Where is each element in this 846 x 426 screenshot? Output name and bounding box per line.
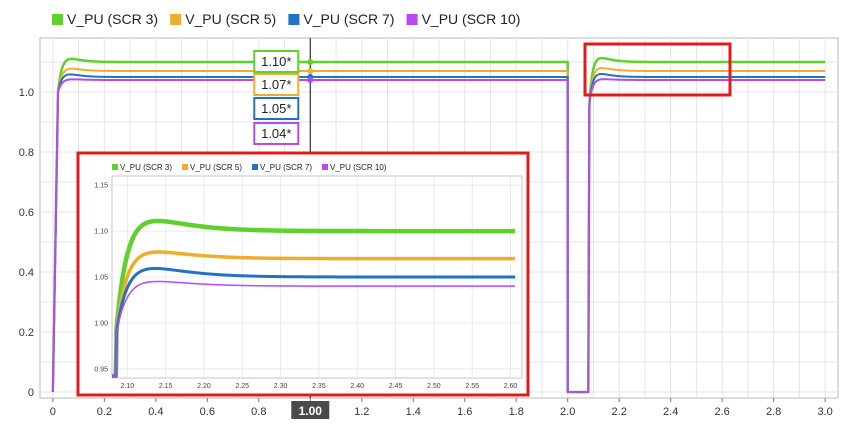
inset-x-tick-label: 2.35 xyxy=(312,383,326,390)
inset-series-line xyxy=(112,218,517,378)
x-tick-label: 1.4 xyxy=(406,406,421,418)
legend-item[interactable]: V_PU (SCR 5) xyxy=(170,11,276,27)
inset-x-tick-label: 2.45 xyxy=(389,383,403,390)
series-line xyxy=(51,56,826,394)
cursor-marker xyxy=(307,68,314,74)
x-tick-label: 1.8 xyxy=(509,406,524,418)
main-axes: 0 0.2 0.4 0.6 0.8 1.2 1.4 1.6 1.8 2.0 2.2 2.4 2.6 2.8… xyxy=(19,87,833,418)
y-tick-label: 1.0 xyxy=(19,87,34,99)
legend-swatch xyxy=(52,14,63,25)
tag-box xyxy=(253,50,300,73)
x-tick-label: 2.0 xyxy=(560,406,575,418)
inset-y-tick-label: 1.10 xyxy=(94,229,108,236)
inset-x-tick-label: 2.40 xyxy=(350,383,364,390)
x-tick-label: 0.8 xyxy=(251,406,266,418)
series-line xyxy=(51,73,826,393)
x-tick-label: 0.6 xyxy=(200,406,215,418)
inset-legend-label: V_PU (SCR 10) xyxy=(330,163,387,172)
inset-x-tick-label: 2.10 xyxy=(121,383,135,390)
inset-y-tick-label: 1.00 xyxy=(94,320,108,327)
series-line xyxy=(51,67,826,393)
x-tick-label: 2.6 xyxy=(715,406,730,418)
cursor-value-tag: 1.07* xyxy=(253,68,314,96)
tag-box xyxy=(253,122,300,145)
main-legend[interactable]: V_PU (SCR 3) V_PU (SCR 5) V_PU (SCR 7) V_PU… xyxy=(52,11,520,27)
inset-x-tick-label: 2.25 xyxy=(235,383,249,390)
inset-chart: 2.10 2.15 2.20 2.25 2.30 2.35 2.40 2.45 2.50 2.55… xyxy=(76,151,530,397)
inset-legend-item: V_PU (SCR 10) xyxy=(322,163,387,172)
y-tick-label: 0.4 xyxy=(19,267,34,279)
cursor-label-text: 1.00 xyxy=(299,404,323,418)
inset-legend-label: V_PU (SCR 7) xyxy=(260,163,312,172)
cursor-marker xyxy=(307,59,314,65)
inset-x-tick-label: 2.55 xyxy=(465,383,479,390)
tag-value: 1.04* xyxy=(261,126,291,141)
legend-label: V_PU (SCR 5) xyxy=(185,11,276,27)
inset-legend-swatch xyxy=(252,164,258,170)
inset-y-tick-label: 1.05 xyxy=(94,275,108,282)
x-tick-label: 1.6 xyxy=(457,406,472,418)
x-tick-label: 1.2 xyxy=(354,406,369,418)
tag-value: 1.07* xyxy=(261,77,291,92)
inset-legend-swatch xyxy=(112,164,118,170)
cursor-value-tag: 1.05* xyxy=(253,74,314,120)
zoom-highlight-box xyxy=(583,42,732,97)
x-tick-label: 2.8 xyxy=(766,406,781,418)
tag-value: 1.05* xyxy=(261,101,291,116)
y-tick-label: 0 xyxy=(28,387,34,399)
x-tick-label: 0.4 xyxy=(148,406,163,418)
tag-box xyxy=(253,97,300,120)
inset-x-tick-label: 2.30 xyxy=(274,383,288,390)
legend-label: V_PU (SCR 3) xyxy=(67,11,158,27)
cursor-label[interactable]: 1.00 xyxy=(291,401,330,419)
legend-label: V_PU (SCR 10) xyxy=(422,11,521,27)
y-tick-label: 0.6 xyxy=(19,207,34,219)
inset-x-tick-label: 2.60 xyxy=(504,383,518,390)
x-tick-label: 3.0 xyxy=(817,406,832,418)
y-tick-label: 0.2 xyxy=(19,327,34,339)
inset-y-tick-label: 0.95 xyxy=(94,366,108,373)
zoom-region-box xyxy=(583,42,732,97)
legend-swatch xyxy=(288,14,300,25)
cursor-label-bg xyxy=(291,401,330,419)
cursor-value-tag: 1.04* xyxy=(253,77,314,145)
inset-legend-item: V_PU (SCR 5) xyxy=(182,163,242,172)
main-series-lines xyxy=(51,56,826,394)
inset-legend-swatch xyxy=(322,164,328,170)
inset-legend-item: V_PU (SCR 3) xyxy=(112,163,172,172)
tag-value: 1.10* xyxy=(261,54,291,69)
inset-x-tick-label: 2.50 xyxy=(427,383,441,390)
inset-series-line xyxy=(112,266,516,378)
inset-series-line xyxy=(112,280,516,377)
x-tick-label: 2.4 xyxy=(663,406,678,418)
inset-x-tick-label: 2.20 xyxy=(197,383,211,390)
tag-box xyxy=(253,73,300,96)
inset-legend-swatch xyxy=(182,164,188,170)
inset-x-tick-label: 2.15 xyxy=(159,383,173,390)
inset-legend-label: V_PU (SCR 3) xyxy=(120,163,172,172)
legend-item[interactable]: V_PU (SCR 7) xyxy=(288,11,394,27)
y-tick-label: 0.8 xyxy=(19,147,34,159)
x-tick-label: 0.2 xyxy=(97,406,112,418)
series-line xyxy=(51,78,826,393)
inset-legend-label: V_PU (SCR 5) xyxy=(190,163,242,172)
inset-legend-item: V_PU (SCR 7) xyxy=(252,163,312,172)
inset-series-lines xyxy=(112,218,517,378)
x-tick-label: 0 xyxy=(50,406,56,418)
x-tick-label: 2.2 xyxy=(612,406,627,418)
legend-label: V_PU (SCR 7) xyxy=(303,11,394,27)
legend-swatch xyxy=(406,14,418,25)
legend-item[interactable]: V_PU (SCR 3) xyxy=(52,11,158,27)
inset-series-line xyxy=(112,250,517,378)
legend-swatch xyxy=(170,14,182,25)
cursor-value-tag: 1.10* xyxy=(253,50,314,73)
cursor-marker xyxy=(307,77,314,83)
legend-item[interactable]: V_PU (SCR 10) xyxy=(406,11,521,27)
inset-y-tick-label: 1.15 xyxy=(94,183,108,190)
